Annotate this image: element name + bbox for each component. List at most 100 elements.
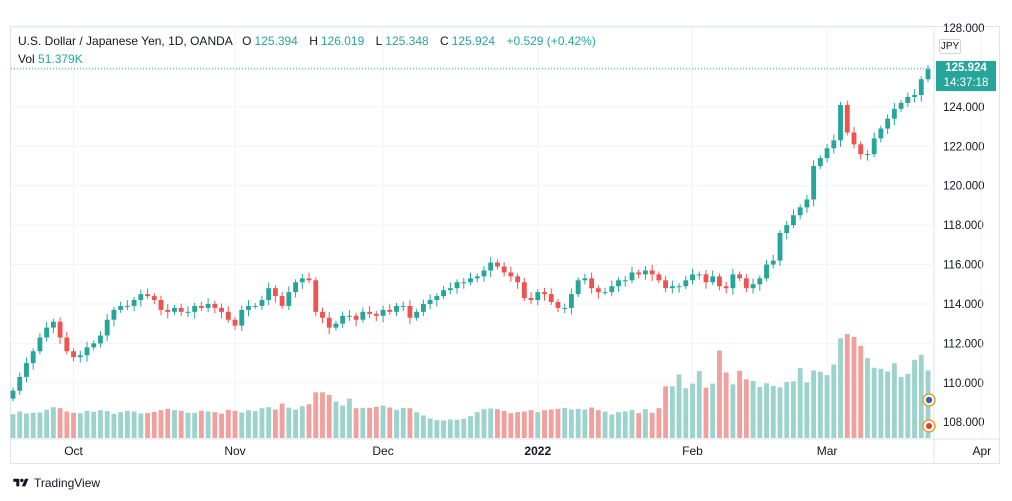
volume-bar xyxy=(885,371,891,438)
volume-bar xyxy=(10,414,16,438)
volume-bar xyxy=(461,418,467,438)
candle-body xyxy=(508,272,514,277)
candle-body xyxy=(589,278,595,289)
candle-body xyxy=(118,305,124,310)
volume-bar xyxy=(838,338,843,438)
candle-body xyxy=(131,300,137,306)
volume-bar xyxy=(797,368,803,438)
candle-body xyxy=(77,355,83,358)
volume-bar xyxy=(515,412,521,438)
volume-bar xyxy=(326,394,332,438)
candle-body xyxy=(555,301,561,308)
candle-body xyxy=(797,207,803,216)
volume-bar xyxy=(286,407,292,438)
volume-bar xyxy=(791,381,796,438)
candle-body xyxy=(124,305,130,307)
candle-body xyxy=(414,311,420,318)
footer-branding[interactable]: TradingView xyxy=(12,474,100,492)
volume-bar xyxy=(817,371,823,438)
candle-body xyxy=(266,288,272,301)
candle-body xyxy=(743,278,749,289)
x-tick-label: Oct xyxy=(64,444,83,458)
candle-body xyxy=(535,292,541,301)
candle-body xyxy=(811,165,817,200)
candle-body xyxy=(313,280,319,312)
volume-bar xyxy=(333,401,339,438)
us-flag-event-dot xyxy=(925,396,933,404)
volume-bar xyxy=(542,410,547,438)
currency-badge[interactable]: JPY xyxy=(939,39,961,54)
volume-bar xyxy=(508,413,514,438)
volume-bar xyxy=(663,386,669,438)
x-tick-label: Mar xyxy=(817,444,838,458)
volume-bar xyxy=(851,336,857,438)
candle-body xyxy=(582,278,588,281)
candle-body xyxy=(10,390,16,399)
volume-bar xyxy=(98,410,103,438)
x-tick-label: Feb xyxy=(682,444,703,458)
open-value: 125.394 xyxy=(254,34,298,48)
volume-bar xyxy=(151,411,157,438)
candle-body xyxy=(488,262,494,271)
candle-body xyxy=(84,347,90,356)
volume-bar xyxy=(367,407,373,438)
candle-body xyxy=(98,335,103,344)
volume-bar xyxy=(346,398,352,438)
candle-body xyxy=(494,262,500,267)
open-key: O xyxy=(242,34,252,48)
candle-body xyxy=(17,376,23,391)
volume-bar xyxy=(555,408,561,438)
symbol-title[interactable]: U.S. Dollar / Japanese Yen, 1D, OANDA xyxy=(18,34,233,48)
volume-bar xyxy=(192,412,198,438)
candle-body xyxy=(851,132,857,145)
candle-body xyxy=(461,282,467,284)
candle-body xyxy=(663,280,669,289)
volume-bar xyxy=(912,359,917,438)
last-price-tag: 125.924 14:37:18 xyxy=(936,60,996,91)
candle-body xyxy=(871,138,877,155)
y-tick-label: 116.000 xyxy=(943,260,984,272)
volume-bar xyxy=(757,386,763,438)
volume-bar xyxy=(488,408,494,438)
candle-body xyxy=(865,154,870,156)
candle-body xyxy=(24,363,29,377)
volume-bar xyxy=(750,381,756,438)
candle-body xyxy=(858,144,864,155)
candle-body xyxy=(346,315,352,317)
tradingview-logo-icon xyxy=(13,478,29,487)
candle-body xyxy=(777,233,783,261)
volume-bar xyxy=(669,386,675,438)
candle-body xyxy=(481,270,487,277)
volume-bar xyxy=(595,410,601,438)
candle-body xyxy=(91,343,97,348)
volume-bar xyxy=(50,407,56,438)
volume-bar xyxy=(434,420,440,438)
volume-bar xyxy=(871,367,877,438)
volume-bar xyxy=(582,409,588,438)
candle-body xyxy=(515,276,521,283)
candle-body xyxy=(636,272,642,275)
volume-bar xyxy=(494,409,500,438)
candle-body xyxy=(353,315,359,320)
volume-bar xyxy=(259,408,265,438)
candle-body xyxy=(138,294,144,301)
volume-bar xyxy=(24,413,29,438)
volume-bar xyxy=(37,412,43,438)
candle-body xyxy=(696,274,702,276)
candle-body xyxy=(609,286,615,293)
candle-body xyxy=(246,305,251,310)
volume-bar xyxy=(232,410,238,438)
candle-body xyxy=(37,337,43,352)
volume-bar xyxy=(743,379,749,438)
candle-body xyxy=(824,148,830,159)
candle-body xyxy=(441,290,447,297)
volume-bar xyxy=(407,408,413,438)
volume-bar xyxy=(198,410,204,438)
candle-body xyxy=(380,309,386,316)
volume-bar xyxy=(373,406,379,438)
volume-bar xyxy=(172,410,177,438)
volume-bar xyxy=(683,388,689,438)
volume-bar xyxy=(454,419,460,438)
volume-bar xyxy=(185,412,191,438)
